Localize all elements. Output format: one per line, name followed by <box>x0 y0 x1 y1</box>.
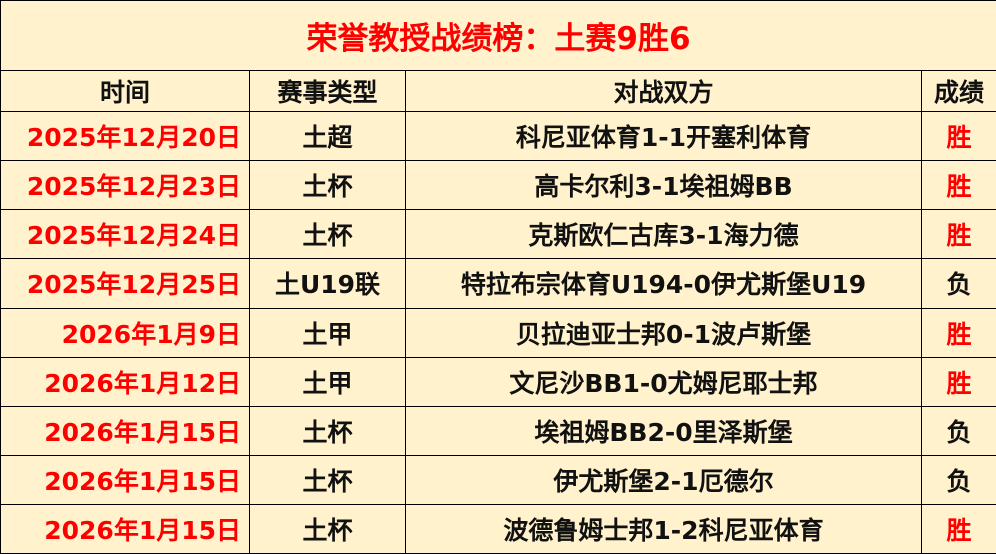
date-cell: 2026年1月9日 <box>0 307 250 358</box>
date-cell: 2025年12月23日 <box>0 160 250 211</box>
type-cell: 土杯 <box>249 209 406 260</box>
result-cell: 负 <box>920 454 996 505</box>
table-row: 2025年12月25日 土U19联 特拉布宗体育U194-0伊尤斯堡U19 负 <box>0 258 996 309</box>
date-cell: 2025年12月25日 <box>0 258 250 309</box>
type-cell: 土甲 <box>249 307 406 358</box>
result-cell: 负 <box>920 258 996 309</box>
date-cell: 2025年12月20日 <box>0 111 250 162</box>
match-cell: 埃祖姆BB2-0里泽斯堡 <box>405 405 922 456</box>
match-cell: 贝拉迪亚士邦0-1波卢斯堡 <box>405 307 922 358</box>
header-match: 对战双方 <box>405 70 922 113</box>
table-row: 2026年1月15日 土杯 波德鲁姆士邦1-2科尼亚体育胜 <box>0 503 996 554</box>
type-cell: 土U19联 <box>249 258 406 309</box>
date-cell: 2025年12月24日 <box>0 209 250 260</box>
table-row: 2026年1月15日 土杯 埃祖姆BB2-0里泽斯堡负 <box>0 405 996 456</box>
header-date: 时间 <box>0 70 250 113</box>
result-cell: 胜 <box>920 209 996 260</box>
match-cell: 高卡尔利3-1埃祖姆BB <box>405 160 922 211</box>
type-cell: 土杯 <box>249 454 406 505</box>
result-cell: 胜 <box>920 307 996 358</box>
match-cell: 特拉布宗体育U194-0伊尤斯堡U19 <box>405 258 922 309</box>
result-cell: 负 <box>920 405 996 456</box>
result-cell: 胜 <box>920 356 996 407</box>
match-cell: 科尼亚体育1-1开塞利体育 <box>405 111 922 162</box>
match-cell: 伊尤斯堡2-1厄德尔 <box>405 454 922 505</box>
table-row: 2025年12月24日 土杯 克斯欧仁古库3-1海力德胜 <box>0 209 996 260</box>
date-cell: 2026年1月12日 <box>0 356 250 407</box>
table-row: 2025年12月23日 土杯 高卡尔利3-1埃祖姆BB 胜 <box>0 160 996 211</box>
type-cell: 土杯 <box>249 405 406 456</box>
table-row: 2025年12月20日 土超 科尼亚体育1-1开塞利体育胜 <box>0 111 996 162</box>
date-cell: 2026年1月15日 <box>0 405 250 456</box>
table-row: 2026年1月12日 土甲 文尼沙BB1-0尤姆尼耶士邦胜 <box>0 356 996 407</box>
type-cell: 土杯 <box>249 503 406 554</box>
match-cell: 文尼沙BB1-0尤姆尼耶士邦 <box>405 356 922 407</box>
date-cell: 2026年1月15日 <box>0 454 250 505</box>
table-row: 2026年1月15日 土杯 伊尤斯堡2-1厄德尔负 <box>0 454 996 505</box>
type-cell: 土超 <box>249 111 406 162</box>
type-cell: 土杯 <box>249 160 406 211</box>
match-cell: 波德鲁姆士邦1-2科尼亚体育 <box>405 503 922 554</box>
type-cell: 土甲 <box>249 356 406 407</box>
date-cell: 2026年1月15日 <box>0 503 250 554</box>
table-title: 荣誉教授战绩榜：土赛9胜6 <box>0 0 996 72</box>
header-result: 成绩 <box>920 70 996 113</box>
header-type: 赛事类型 <box>249 70 406 113</box>
result-cell: 胜 <box>920 111 996 162</box>
table-row: 2026年1月9日 土甲 贝拉迪亚士邦0-1波卢斯堡胜 <box>0 307 996 358</box>
match-cell: 克斯欧仁古库3-1海力德 <box>405 209 922 260</box>
result-cell: 胜 <box>920 503 996 554</box>
result-cell: 胜 <box>920 160 996 211</box>
header-row: 时间 赛事类型 对战双方 成绩 <box>0 70 996 113</box>
